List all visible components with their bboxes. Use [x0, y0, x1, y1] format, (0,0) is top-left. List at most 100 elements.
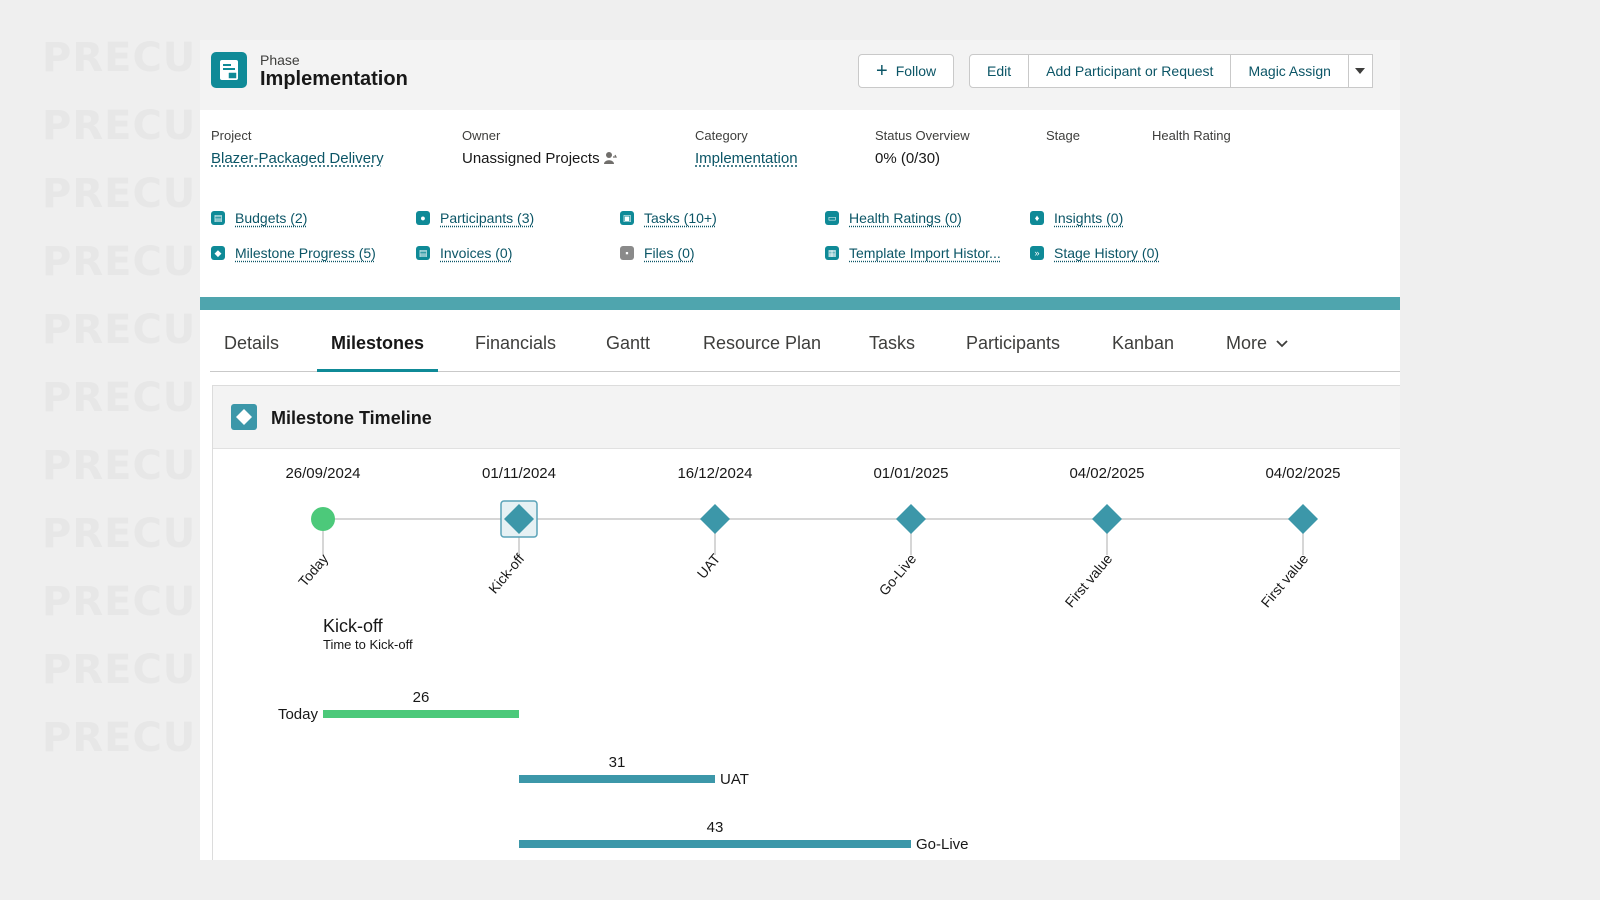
object-label: Phase	[260, 52, 300, 68]
watermark-row: PRECU	[42, 375, 197, 421]
related-link-invoice[interactable]: ▤ Invoices (0)	[416, 245, 512, 261]
milestone-date: 26/09/2024	[285, 465, 360, 482]
record-header: Phase Implementation + Follow Edit Add P…	[200, 40, 1400, 110]
tab-label: More	[1226, 333, 1268, 353]
chevron-down-icon	[1267, 333, 1289, 353]
plus-icon: +	[876, 60, 888, 82]
related-link-label: Participants (3)	[440, 210, 535, 226]
tab-resource-plan[interactable]: Resource Plan	[703, 333, 821, 369]
field-label: Stage	[1046, 128, 1080, 143]
tab-tasks[interactable]: Tasks	[869, 333, 915, 369]
milestone-date: 04/02/2025	[1069, 465, 1144, 482]
related-link-budget[interactable]: ▤ Budgets (2)	[211, 210, 307, 226]
field-label: Health Rating	[1152, 128, 1231, 143]
milestone-diamond[interactable]	[1092, 504, 1122, 534]
tab-label: Milestones	[331, 333, 425, 353]
related-link-label: Health Ratings (0)	[849, 210, 962, 226]
tab-more[interactable]: More	[1226, 333, 1289, 369]
template-icon: ▦	[825, 246, 839, 260]
milestone-label: Kick-off	[485, 551, 527, 597]
watermark-row: PRECU	[42, 35, 197, 81]
invoice-icon: ▤	[416, 246, 430, 260]
watermark-row: PRECU	[42, 443, 197, 489]
field-label: Owner	[462, 128, 501, 143]
tab-financials[interactable]: Financials	[475, 333, 556, 369]
today-marker[interactable]	[311, 507, 335, 531]
tab-details[interactable]: Details	[224, 333, 279, 369]
tab-bar: Details Milestones Financials Gantt Resource…	[210, 333, 1400, 372]
record-page: Phase Implementation + Follow Edit Add P…	[200, 40, 1400, 860]
duration-label: Go-Live	[916, 836, 969, 853]
duration-bar[interactable]	[323, 710, 519, 718]
milestone-label: First value	[1062, 550, 1116, 610]
related-link-label: Tasks (10+)	[644, 210, 717, 226]
milestone-diamond[interactable]	[504, 504, 534, 534]
milestone-date: 01/11/2024	[482, 465, 556, 482]
field-label: Category	[695, 128, 748, 143]
duration-bar[interactable]	[519, 840, 911, 848]
watermark-row: PRECU	[42, 511, 197, 557]
related-link-participant[interactable]: ● Participants (3)	[416, 210, 534, 226]
related-link-stage[interactable]: » Stage History (0)	[1030, 245, 1159, 261]
milestone-panel-icon	[231, 404, 257, 430]
tab-milestones[interactable]: Milestones	[317, 333, 439, 372]
tab-label: Resource Plan	[703, 333, 822, 353]
budget-icon: ▤	[211, 211, 225, 225]
tab-kanban[interactable]: Kanban	[1112, 333, 1174, 369]
caret-down-icon	[1355, 68, 1366, 74]
related-link-label: Invoices (0)	[440, 245, 513, 261]
milestone-timeline-panel: Milestone Timeline 26/09/2024 Today 01/11/…	[212, 385, 1400, 860]
related-link-label: Stage History (0)	[1054, 245, 1160, 261]
health-icon: ▭	[825, 211, 839, 225]
milestone-label: First value	[1258, 550, 1312, 610]
field-value-text: Implementation	[695, 150, 798, 167]
path-progress-bar	[200, 297, 1400, 310]
related-link-label: Budgets (2)	[235, 210, 308, 226]
watermark-row: PRECU	[42, 171, 197, 217]
file-icon: ▪	[620, 246, 634, 260]
related-link-label: Milestone Progress (5)	[235, 245, 376, 261]
field-label: Project	[211, 128, 252, 143]
field-value-link[interactable]: Implementation	[695, 150, 798, 167]
milestone-date: 16/12/2024	[677, 465, 752, 482]
follow-label: Follow	[895, 63, 937, 79]
add-participant-button[interactable]: Add Participant or Request	[1029, 54, 1232, 88]
stage-icon: »	[1030, 246, 1044, 260]
milestone-icon: ◆	[211, 246, 225, 260]
related-link-label: Template Import Histor...	[849, 245, 1001, 261]
related-link-milestone[interactable]: ◆ Milestone Progress (5)	[211, 245, 376, 261]
record-title: Implementation	[260, 68, 408, 90]
milestone-date: 04/02/2025	[1265, 465, 1340, 482]
edit-button[interactable]: Edit	[969, 54, 1030, 88]
field-value-link[interactable]: Blazer-Packaged Delivery	[211, 150, 384, 167]
tab-label: Gantt	[606, 333, 651, 353]
related-link-health[interactable]: ▭ Health Ratings (0)	[825, 210, 962, 226]
milestone-diamond[interactable]	[700, 504, 730, 534]
task-icon: ▣	[620, 211, 634, 225]
watermark-row: PRECU	[42, 239, 197, 285]
watermark-row: PRECU	[42, 103, 197, 149]
milestone-diamond[interactable]	[896, 504, 926, 534]
panel-title: Milestone Timeline	[271, 408, 432, 428]
tab-label: Tasks	[869, 333, 916, 353]
milestone-diamond[interactable]	[1288, 504, 1318, 534]
duration-value: 26	[413, 689, 430, 706]
actions-dropdown-button[interactable]	[1348, 54, 1373, 88]
magic-assign-button[interactable]: Magic Assign	[1231, 54, 1349, 88]
duration-label: Today	[278, 706, 319, 723]
tab-label: Participants	[966, 333, 1061, 353]
follow-button[interactable]: + Follow	[858, 54, 955, 88]
tab-participants[interactable]: Participants	[966, 333, 1060, 369]
field-value-text: Blazer-Packaged Delivery	[211, 150, 384, 167]
tab-gantt[interactable]: Gantt	[606, 333, 650, 369]
related-link-template[interactable]: ▦ Template Import Histor...	[825, 245, 1001, 261]
field-label: Status Overview	[875, 128, 970, 143]
related-link-file[interactable]: ▪ Files (0)	[620, 245, 695, 261]
related-link-insight[interactable]: ♦ Insights (0)	[1030, 210, 1123, 226]
watermark-row: PRECU	[42, 307, 197, 353]
field-value-text: 0% (0/30)	[875, 150, 941, 167]
related-link-task[interactable]: ▣ Tasks (10+)	[620, 210, 717, 226]
change-owner-icon[interactable]	[600, 150, 617, 167]
duration-bar[interactable]	[519, 775, 715, 783]
related-link-label: Insights (0)	[1054, 210, 1124, 226]
